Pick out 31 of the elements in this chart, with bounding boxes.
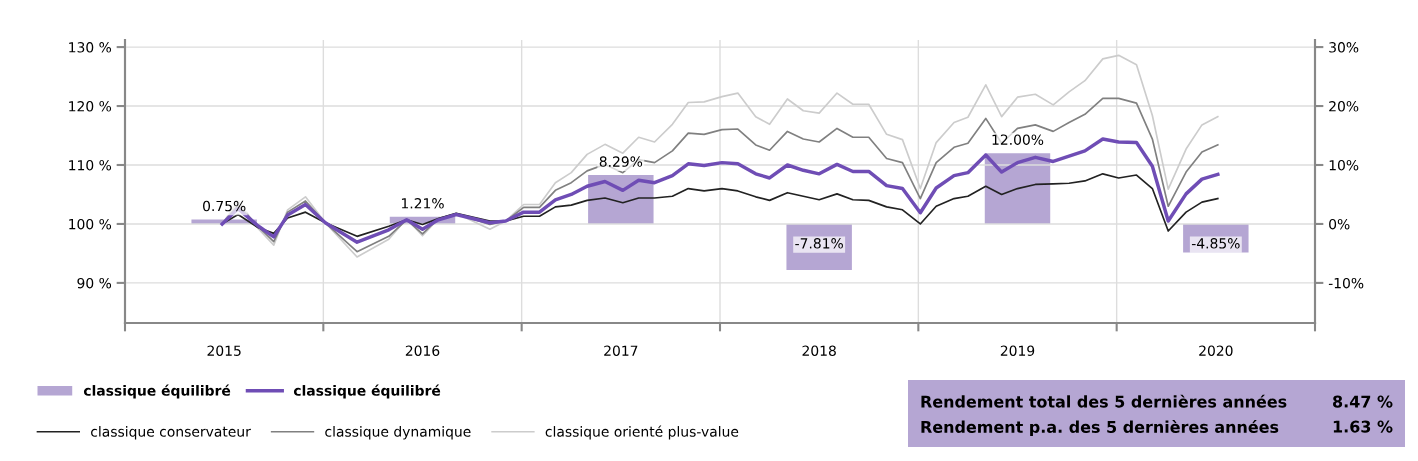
x-tick-label: 2020	[1199, 345, 1233, 356]
x-tick-label: 2016	[405, 345, 440, 356]
y2-tick-label: 10%	[1329, 159, 1359, 171]
data-label: 12.00%	[992, 134, 1044, 145]
legend-label: classique dynamique	[325, 426, 471, 440]
y2-tick-label: -10%	[1328, 277, 1364, 289]
legend-label: classique équilibré	[83, 384, 231, 399]
y2-tick-label: 30%	[1329, 42, 1359, 53]
text: 1.63 %	[1333, 420, 1393, 433]
data-label: -4.85%	[1191, 238, 1240, 249]
y2-tick-label: 0%	[1329, 218, 1350, 230]
x-tick-label: 2015	[207, 345, 241, 356]
x-tick-label: 2019	[1000, 345, 1035, 356]
x-tick-label: 2017	[604, 345, 638, 356]
data-label: -7.81%	[795, 238, 843, 249]
x-tick-label: 2018	[802, 345, 836, 356]
data-label: 0.75%	[203, 200, 246, 212]
y2-tick-label: 20%	[1329, 101, 1359, 112]
legend-label: classique conservateur	[91, 426, 251, 440]
text: Rendement total des 5 dernières années	[921, 394, 1287, 408]
data-label: 8.29%	[599, 156, 643, 167]
legend-label: classique équilibré	[293, 384, 441, 399]
y-tick-label: 100 %	[69, 218, 112, 230]
legend-label: classique orienté plus-value	[545, 425, 739, 440]
text: Rendement p.a. des 5 dernières années	[921, 419, 1279, 437]
y-tick-label: 130 %	[69, 42, 112, 53]
y-tick-label: 120 %	[69, 101, 112, 112]
y-tick-label: 90 %	[77, 277, 112, 289]
y-tick-label: 110 %	[69, 159, 112, 171]
text: 8.47 %	[1333, 395, 1393, 408]
data-label: 1.21%	[401, 198, 444, 209]
